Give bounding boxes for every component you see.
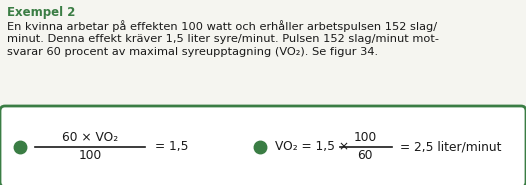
Text: Exempel 2: Exempel 2	[7, 6, 75, 19]
FancyBboxPatch shape	[0, 106, 526, 185]
Text: 100: 100	[78, 149, 102, 162]
Text: = 2,5 liter/minut: = 2,5 liter/minut	[400, 140, 501, 153]
Text: minut. Denna effekt kräver 1,5 liter syre/minut. Pulsen 152 slag/minut mot-: minut. Denna effekt kräver 1,5 liter syr…	[7, 33, 439, 43]
Text: = 1,5: = 1,5	[155, 140, 188, 153]
Text: VO₂ = 1,5 ×: VO₂ = 1,5 ×	[275, 140, 349, 153]
Text: svarar 60 procent av maximal syreupptagning (VO₂). Se figur 34.: svarar 60 procent av maximal syreupptagn…	[7, 47, 378, 57]
Text: 100: 100	[353, 131, 377, 144]
Text: En kvinna arbetar på effekten 100 watt och erhåller arbetspulsen 152 slag/: En kvinna arbetar på effekten 100 watt o…	[7, 20, 437, 32]
Text: 60: 60	[357, 149, 373, 162]
Text: 60 × VO₂: 60 × VO₂	[62, 131, 118, 144]
